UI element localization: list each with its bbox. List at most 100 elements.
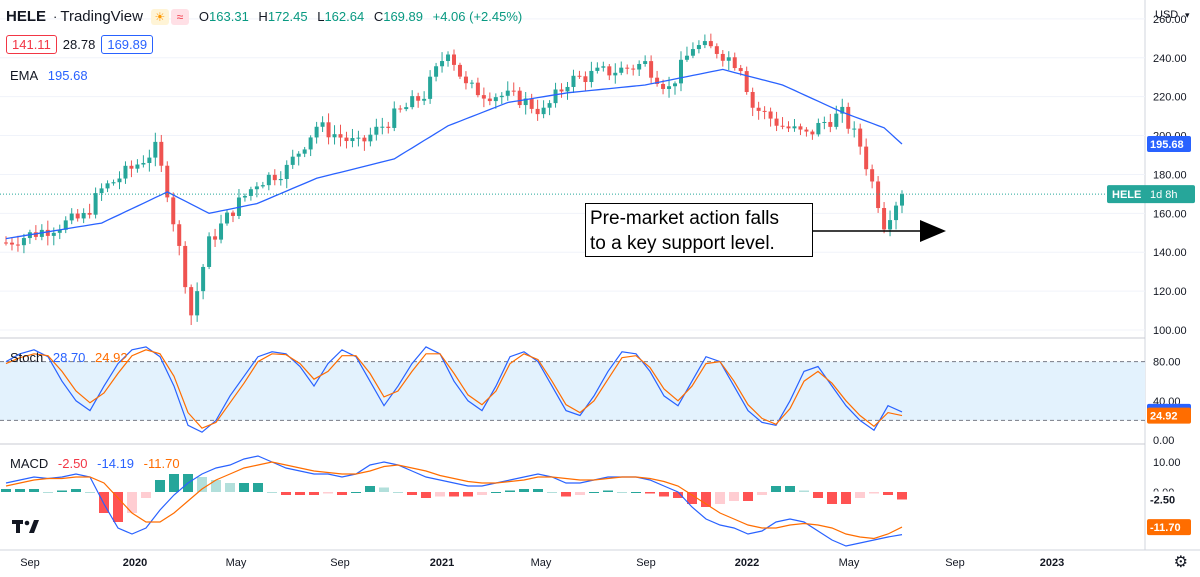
candle-body [720, 53, 725, 61]
chevron-down-icon[interactable]: ▾ [1185, 10, 1190, 20]
candle-body [876, 181, 881, 209]
candle-body [21, 238, 26, 246]
stoch-legend[interactable]: Stoch 28.70 24.92 [10, 350, 128, 365]
candle-body [386, 126, 391, 128]
candle-body [344, 137, 349, 142]
candle-body [738, 68, 743, 72]
macd-histogram-bar [561, 492, 571, 497]
stoch-k-value: 28.70 [52, 350, 86, 365]
candle-body [696, 45, 701, 50]
macd-histogram-bar [631, 492, 641, 493]
candle-body [51, 232, 56, 236]
candle-body [595, 67, 600, 71]
ema-legend[interactable]: EMA 195.68 [10, 68, 88, 83]
bb-width-value: 28.78 [62, 37, 96, 52]
candle-body [260, 185, 265, 187]
candle-body [9, 242, 14, 245]
stoch-d-line [5, 349, 903, 429]
macd-legend[interactable]: MACD -2.50 -14.19 -11.70 [10, 456, 180, 471]
candle-body [338, 134, 343, 138]
candle-body [726, 57, 731, 61]
time-tick-label: Sep [945, 557, 965, 569]
candle-body [493, 97, 498, 102]
candle-body [230, 212, 235, 216]
time-tick-label: Sep [330, 557, 350, 569]
candle-body [768, 111, 773, 119]
candle-body [171, 197, 176, 225]
macd-histogram-bar [43, 492, 53, 493]
candle-body [816, 122, 821, 135]
bb-lower-value[interactable]: 141.11 [6, 35, 57, 54]
macd-histogram-bar [169, 474, 179, 492]
candle-body [350, 138, 355, 142]
candle-body [505, 90, 510, 96]
bb-upper-value[interactable]: 169.89 [101, 35, 154, 54]
candle-body [690, 49, 695, 56]
macd-histogram-bar [673, 492, 683, 498]
sun-icon[interactable]: ☀ [150, 8, 169, 25]
candle-body [105, 183, 110, 189]
candle-body [314, 126, 319, 138]
ema-label: EMA [10, 68, 39, 83]
gear-icon[interactable]: ⚙ [1173, 554, 1188, 571]
currency-label[interactable]: USD [1155, 9, 1178, 21]
provider-name: TradingView [60, 8, 143, 25]
candle-body [589, 70, 594, 83]
candle-body [601, 66, 606, 68]
candle-body [553, 89, 558, 104]
waves-icon[interactable]: ≈ [170, 8, 189, 25]
candle-body [732, 57, 737, 69]
macd-histogram-bar [533, 489, 543, 492]
macd-histogram-bar [575, 492, 585, 495]
macd-histogram-bar [855, 492, 865, 498]
high-value: 172.45 [267, 9, 308, 24]
candle-body [242, 195, 247, 198]
candle-body [302, 149, 307, 154]
low-value: 162.64 [324, 9, 365, 24]
candle-body [141, 162, 146, 165]
candle-body [117, 178, 122, 183]
candle-body [177, 224, 182, 246]
candle-body [661, 83, 666, 89]
stoch-band-fill [0, 361, 1145, 421]
candle-body [870, 169, 875, 182]
time-tick-label: Sep [20, 557, 40, 569]
close-label: C [373, 9, 384, 24]
macd-series [5, 455, 903, 547]
macd-histogram-bar [589, 492, 599, 493]
macd-line [5, 455, 903, 547]
candle-body [559, 89, 564, 92]
candle-body [517, 90, 522, 106]
candle-body [290, 156, 295, 165]
candle-body [673, 83, 678, 87]
signal-line [5, 461, 903, 540]
candle-body [356, 137, 361, 139]
symbol-name[interactable]: HELE [6, 8, 47, 25]
macd-histogram-bar [281, 492, 291, 495]
candle-body [45, 229, 50, 236]
macd-histogram-bar [799, 490, 809, 492]
candlestick-series [4, 33, 904, 326]
time-tick-label: 2020 [123, 557, 147, 569]
candle-body [565, 86, 570, 92]
candle-body [296, 153, 301, 157]
ema-series [5, 68, 903, 240]
open-label: O [198, 9, 210, 24]
ema-price-tag: 195.68 [1150, 139, 1184, 151]
candle-body [159, 141, 164, 166]
candle-body [607, 66, 612, 76]
time-tick-label: May [531, 557, 552, 569]
candle-body [774, 118, 779, 126]
candle-body [469, 82, 474, 84]
candle-body [744, 71, 749, 92]
candle-body [135, 164, 140, 169]
macd-histogram-bar [687, 492, 697, 504]
ohlc-values: O163.31 H172.45 L162.64 C169.89 +4.06 (+… [199, 9, 528, 24]
candle-body [792, 126, 797, 129]
candle-body [266, 174, 271, 186]
macd-line-value: -14.19 [97, 456, 135, 471]
macd-histogram-bar [211, 480, 221, 492]
tradingview-logo-icon[interactable] [12, 518, 40, 536]
macd-histogram-bar [505, 490, 515, 492]
